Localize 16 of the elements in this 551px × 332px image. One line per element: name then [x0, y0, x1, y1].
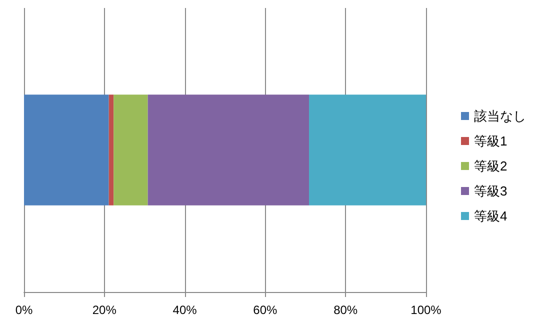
x-tick-label: 80%: [334, 303, 358, 317]
bar: [148, 94, 310, 206]
legend-label: 等級1: [474, 134, 508, 148]
x-tick-label: 0%: [15, 303, 33, 317]
legend-label: 該当なし: [474, 108, 526, 124]
legend-label: 等級4: [474, 208, 508, 224]
x-tick-label: 100%: [410, 303, 442, 317]
x-tick-label: 60%: [253, 303, 278, 317]
legend-label: 等級3: [474, 184, 508, 198]
bar: [309, 94, 426, 206]
bar: [24, 94, 109, 206]
x-tick-label: 40%: [172, 303, 198, 317]
legend-label: 等級2: [474, 158, 508, 174]
bar: [114, 94, 148, 206]
bar: [108, 94, 114, 206]
x-tick-label: 20%: [92, 303, 117, 317]
